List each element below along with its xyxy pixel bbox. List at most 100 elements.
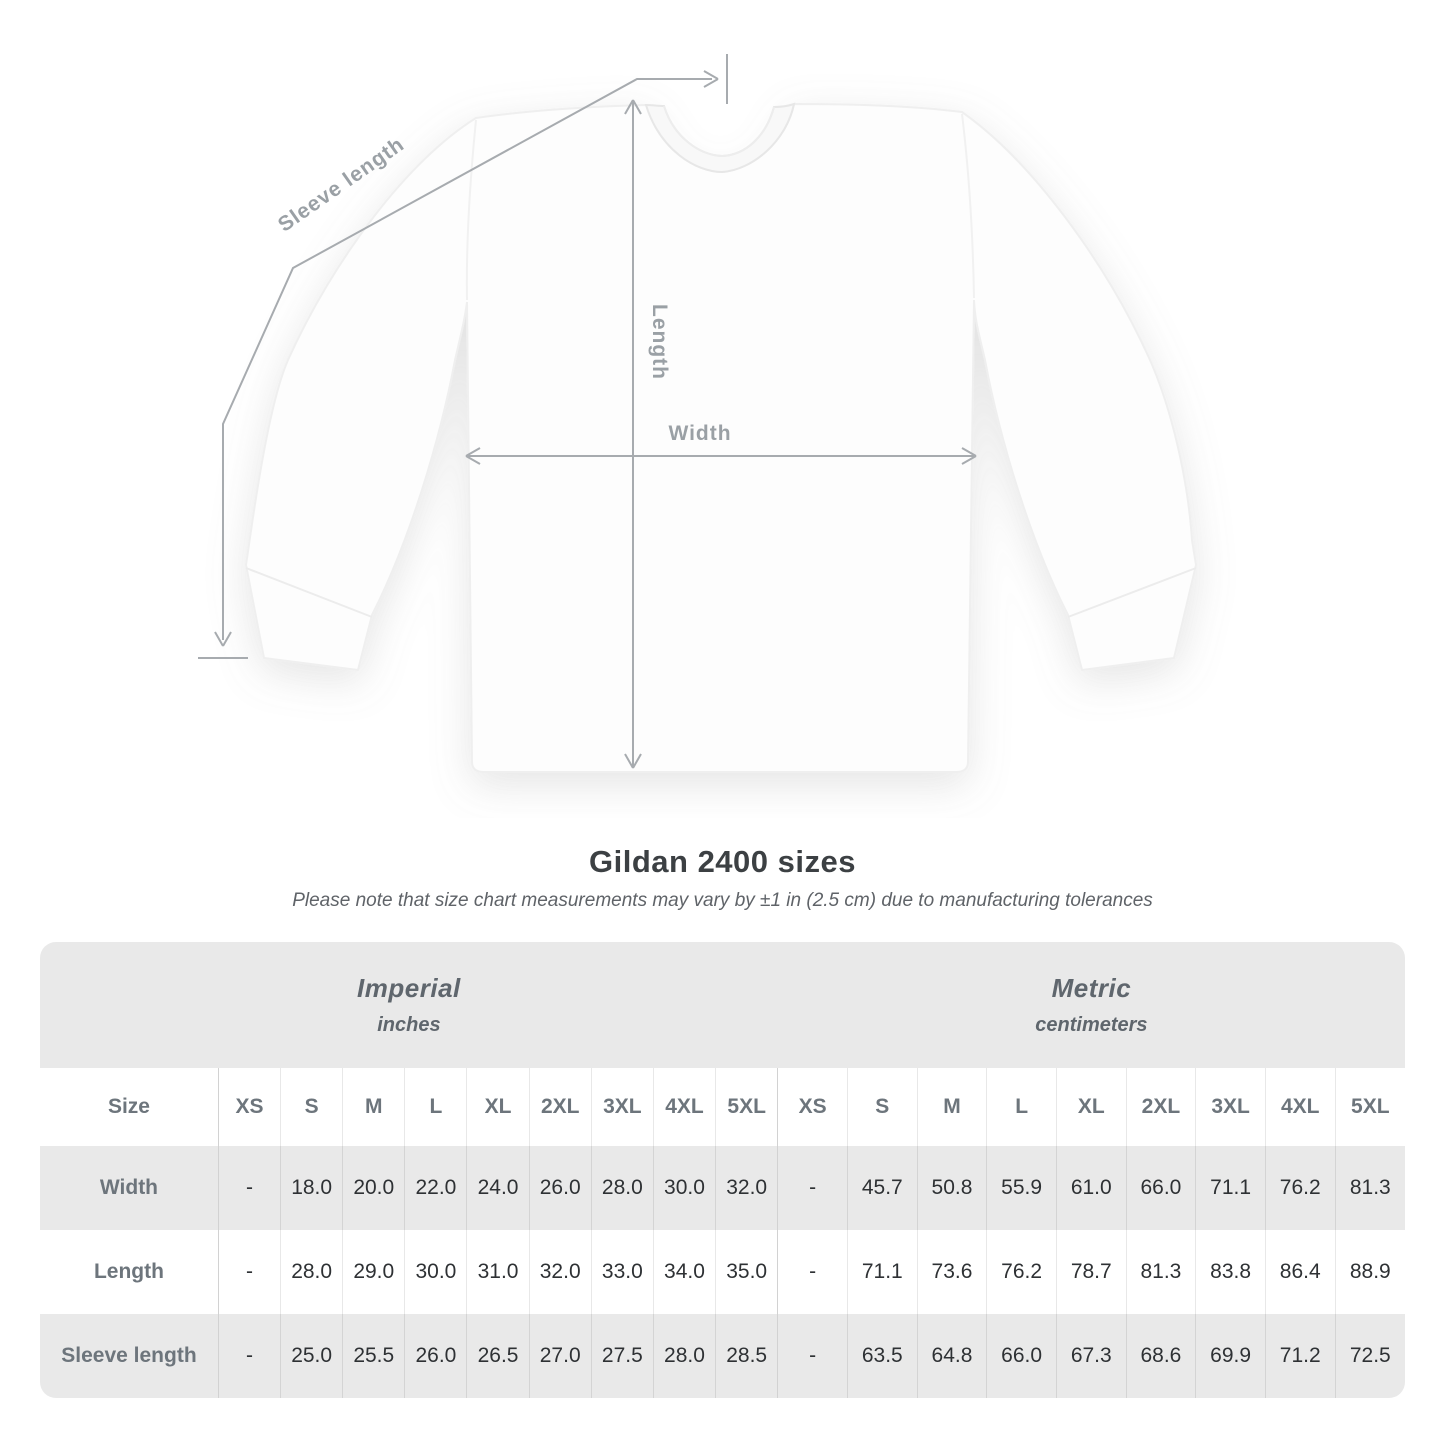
table-row-length: Length - 28.0 29.0 30.0 31.0 32.0 33.0 3… xyxy=(40,1230,1405,1314)
table-cell: - xyxy=(777,1314,848,1398)
col-header-metric-m: M xyxy=(916,1068,987,1146)
col-header-imperial-5xl: 5XL xyxy=(715,1068,778,1146)
table-cell: 18.0 xyxy=(280,1146,343,1230)
col-header-metric-3xl: 3XL xyxy=(1195,1068,1266,1146)
sleeve-length-arrow-right-icon xyxy=(703,70,719,88)
shirt-measurement-diagram: Sleeve length Length Width xyxy=(198,54,1198,773)
col-header-imperial-l: L xyxy=(404,1068,467,1146)
table-cell: 32.0 xyxy=(715,1146,778,1230)
shirt-diagram-svg: Sleeve length Length Width xyxy=(198,54,1198,773)
width-arrow-right-icon xyxy=(961,447,977,465)
table-cell: - xyxy=(217,1146,281,1230)
measurement-lines xyxy=(198,54,977,769)
page-title: Gildan 2400 sizes xyxy=(589,844,856,879)
col-header-imperial-s: S xyxy=(280,1068,343,1146)
table-cell: 24.0 xyxy=(466,1146,530,1230)
table-cell: - xyxy=(217,1230,281,1314)
table-cell: 78.7 xyxy=(1055,1230,1127,1314)
table-cell: 63.5 xyxy=(846,1314,918,1398)
table-cell: 50.8 xyxy=(916,1146,987,1230)
long-sleeve-shirt-graphic xyxy=(244,102,1198,773)
table-cell: 68.6 xyxy=(1125,1314,1196,1398)
table-cell: 86.4 xyxy=(1264,1230,1336,1314)
table-cell: 64.8 xyxy=(916,1314,987,1398)
table-cell: 28.0 xyxy=(652,1314,716,1398)
col-header-imperial-xs: XS xyxy=(217,1068,281,1146)
size-header-cell: Size xyxy=(40,1068,219,1146)
unit-group-header-row: Imperial inches Metric centimeters xyxy=(40,942,1405,1068)
table-row-width: Width - 18.0 20.0 22.0 24.0 26.0 28.0 30… xyxy=(40,1146,1405,1230)
sleeve-length-arrow-down-icon xyxy=(214,631,232,647)
size-table: Imperial inches Metric centimeters Size … xyxy=(40,942,1405,1398)
table-cell: 72.5 xyxy=(1334,1314,1405,1398)
table-cell: 76.2 xyxy=(1264,1146,1336,1230)
table-cell: 71.1 xyxy=(1195,1146,1266,1230)
metric-group-subtitle: centimeters xyxy=(1035,1014,1148,1036)
table-cell: - xyxy=(777,1230,848,1314)
table-cell: 22.0 xyxy=(404,1146,467,1230)
table-cell: 76.2 xyxy=(986,1230,1057,1314)
table-cell: 26.0 xyxy=(528,1146,592,1230)
table-cell: 30.0 xyxy=(404,1230,467,1314)
length-arrow-up-icon xyxy=(624,99,642,115)
col-header-imperial-xl: XL xyxy=(466,1068,530,1146)
table-cell: 67.3 xyxy=(1055,1314,1127,1398)
table-cell: - xyxy=(777,1146,848,1230)
table-cell: 81.3 xyxy=(1125,1230,1196,1314)
row-label-width: Width xyxy=(40,1146,219,1230)
table-cell: 88.9 xyxy=(1334,1230,1405,1314)
table-cell: 73.6 xyxy=(916,1230,987,1314)
col-header-metric-xl: XL xyxy=(1055,1068,1127,1146)
col-header-metric-xs: XS xyxy=(777,1068,848,1146)
table-cell: 83.8 xyxy=(1195,1230,1266,1314)
table-cell: 27.5 xyxy=(590,1314,654,1398)
col-header-metric-s: S xyxy=(846,1068,918,1146)
table-cell: 66.0 xyxy=(986,1314,1057,1398)
col-header-metric-5xl: 5XL xyxy=(1334,1068,1405,1146)
imperial-group-subtitle: inches xyxy=(377,1014,441,1036)
sleeve-length-line xyxy=(222,78,712,640)
table-cell: 71.2 xyxy=(1264,1314,1336,1398)
table-cell: 45.7 xyxy=(846,1146,918,1230)
col-header-metric-4xl: 4XL xyxy=(1264,1068,1336,1146)
col-header-imperial-m: M xyxy=(342,1068,405,1146)
table-cell: 29.0 xyxy=(342,1230,405,1314)
table-cell: 31.0 xyxy=(466,1230,530,1314)
table-cell: 28.5 xyxy=(715,1314,778,1398)
table-cell: 28.0 xyxy=(280,1230,343,1314)
title-block: Gildan 2400 sizes Please note that size … xyxy=(0,844,1445,912)
row-label-length: Length xyxy=(40,1230,219,1314)
table-cell: 28.0 xyxy=(590,1146,654,1230)
col-header-imperial-2xl: 2XL xyxy=(528,1068,592,1146)
table-cell: 26.0 xyxy=(404,1314,467,1398)
row-label-sleeve-length: Sleeve length xyxy=(40,1314,219,1398)
table-row-sleeve-length: Sleeve length - 25.0 25.5 26.0 26.5 27.0… xyxy=(40,1314,1405,1398)
table-cell: 66.0 xyxy=(1125,1146,1196,1230)
col-header-metric-2xl: 2XL xyxy=(1125,1068,1196,1146)
col-header-metric-l: L xyxy=(986,1068,1057,1146)
table-cell: 30.0 xyxy=(652,1146,716,1230)
length-arrow-down-icon xyxy=(624,753,642,769)
imperial-group-header: Imperial inches xyxy=(40,942,778,1068)
table-cell: 20.0 xyxy=(342,1146,405,1230)
table-cell: 61.0 xyxy=(1055,1146,1127,1230)
size-header-row: Size XS S M L XL 2XL 3XL 4XL 5XL XS S M … xyxy=(40,1068,1405,1146)
page-subtitle: Please note that size chart measurements… xyxy=(292,890,1153,911)
metric-group-header: Metric centimeters xyxy=(777,942,1405,1068)
table-cell: 27.0 xyxy=(528,1314,592,1398)
width-arrow-left-icon xyxy=(465,447,481,465)
table-cell: 69.9 xyxy=(1195,1314,1266,1398)
table-cell: 71.1 xyxy=(846,1230,918,1314)
length-label: Length xyxy=(648,304,671,380)
table-cell: 33.0 xyxy=(590,1230,654,1314)
table-cell: 25.5 xyxy=(342,1314,405,1398)
table-cell: 32.0 xyxy=(528,1230,592,1314)
width-label: Width xyxy=(668,422,731,445)
table-cell: 25.0 xyxy=(280,1314,343,1398)
table-cell: 81.3 xyxy=(1334,1146,1405,1230)
table-cell: 34.0 xyxy=(652,1230,716,1314)
table-cell: - xyxy=(217,1314,281,1398)
table-cell: 35.0 xyxy=(715,1230,778,1314)
table-cell: 26.5 xyxy=(466,1314,530,1398)
col-header-imperial-4xl: 4XL xyxy=(652,1068,716,1146)
